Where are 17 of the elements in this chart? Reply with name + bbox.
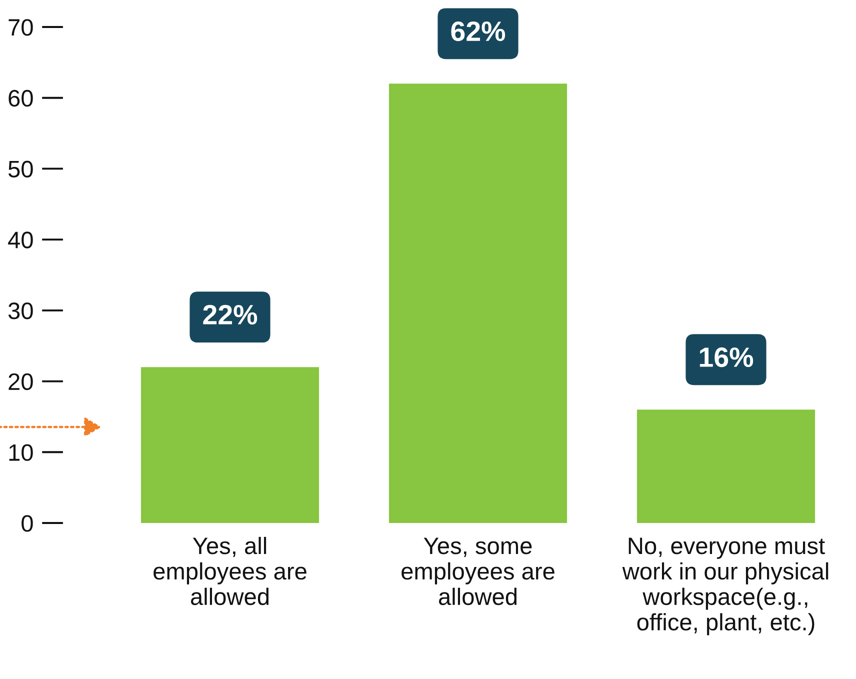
x-tick-label: No, everyone must work in our physical workspace(e.g., office, plant, etc.) xyxy=(622,538,828,636)
y-tick-label: 60 xyxy=(8,90,33,107)
x-tick-label: Yes, some employees are allowed xyxy=(402,538,554,606)
data-label: 16% xyxy=(700,347,754,368)
bar xyxy=(636,410,816,523)
bar xyxy=(388,84,568,523)
y-tick-label: 70 xyxy=(8,19,33,36)
bar xyxy=(140,367,320,523)
data-label: 62% xyxy=(451,21,506,42)
x-tick-label: Yes, all employees are allowed xyxy=(154,536,306,606)
data-label: 22% xyxy=(203,304,258,325)
y-tick-label: 0 xyxy=(22,515,33,532)
y-tick-label: 40 xyxy=(8,232,33,248)
y-tick-label: 10 xyxy=(9,444,33,461)
y-tick-label: 20 xyxy=(8,373,33,390)
y-tick-label: 50 xyxy=(8,160,33,178)
y-tick-label: 30 xyxy=(8,302,33,320)
